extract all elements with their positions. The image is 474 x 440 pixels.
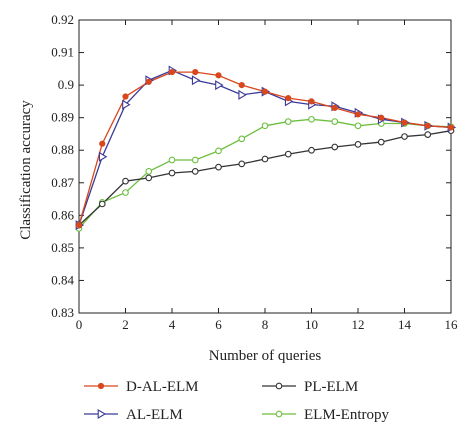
legend-marker	[275, 410, 283, 418]
y-tick-label: 0.84	[51, 272, 74, 287]
axes: 0 2 4 6 8 10 12 14 16 0.83 0.84 0.85 0.86 0.87 0.88 0.8…	[51, 12, 458, 332]
legend-item-d-al-elm: D-AL-ELM	[84, 379, 198, 395]
x-tick-label: 10	[305, 317, 318, 332]
data-point-pl-elm	[284, 150, 292, 158]
series-markers	[75, 65, 457, 232]
y-tick-label: 0.87	[51, 175, 74, 190]
y-tick-label: 0.92	[51, 12, 74, 27]
data-point-pl-elm	[308, 146, 315, 154]
y-axis-title: Classification accuracy	[18, 100, 34, 240]
data-point-elm-entropy	[354, 122, 362, 130]
x-tick-label: 6	[215, 317, 222, 332]
data-point-d-al-elm	[261, 88, 269, 95]
data-point-d-al-elm	[354, 111, 362, 118]
legend-item-pl-elm: PL-ELM	[262, 379, 358, 395]
data-point-pl-elm	[424, 131, 432, 138]
data-point-pl-elm	[377, 138, 385, 146]
x-tick-label: 2	[122, 317, 129, 332]
legend-label: PL-ELM	[304, 379, 358, 395]
data-point-elm-entropy	[284, 118, 292, 125]
data-point-pl-elm	[168, 169, 176, 177]
series-line-pl-elm	[78, 130, 452, 226]
x-tick-label: 4	[169, 317, 176, 332]
data-point-d-al-elm	[308, 98, 315, 105]
y-tick-label: 0.88	[51, 142, 74, 157]
x-axis-title: Number of queries	[209, 348, 322, 364]
legend-marker	[97, 409, 107, 419]
y-tick-label: 0.85	[51, 240, 74, 255]
data-point-pl-elm	[191, 168, 199, 175]
x-tick-label: 14	[398, 317, 412, 332]
legend-marker	[275, 382, 283, 390]
data-point-d-al-elm	[122, 93, 129, 100]
data-point-pl-elm	[215, 163, 222, 171]
data-point-d-al-elm	[145, 78, 152, 85]
plot-frame	[78, 19, 452, 314]
data-point-d-al-elm	[401, 119, 408, 126]
data-point-al-elm	[122, 99, 131, 110]
legend-label: ELM-Entropy	[304, 407, 389, 423]
data-point-al-elm	[238, 89, 247, 100]
data-point-d-al-elm	[75, 222, 83, 229]
data-point-pl-elm	[401, 133, 408, 140]
y-tick-label: 0.83	[51, 305, 74, 320]
data-point-d-al-elm	[285, 95, 292, 102]
data-point-d-al-elm	[238, 82, 245, 89]
data-point-pl-elm	[331, 143, 339, 151]
data-point-elm-entropy	[308, 115, 315, 123]
y-tick-label: 0.9	[58, 77, 74, 92]
data-point-elm-entropy	[191, 156, 199, 164]
data-point-d-al-elm	[378, 114, 385, 121]
x-tick-label: 8	[262, 317, 269, 332]
x-tick-label: 12	[352, 317, 365, 332]
x-tick-label: 0	[76, 317, 83, 332]
data-point-pl-elm	[238, 160, 246, 168]
data-point-pl-elm	[145, 174, 153, 182]
series-line-elm-entropy	[78, 118, 452, 229]
data-point-pl-elm	[98, 200, 106, 208]
data-point-d-al-elm	[424, 122, 431, 129]
data-point-pl-elm	[354, 141, 362, 148]
data-point-d-al-elm	[331, 104, 338, 112]
data-point-al-elm	[98, 151, 108, 162]
legend-label: D-AL-ELM	[126, 379, 198, 395]
data-point-elm-entropy	[215, 147, 222, 155]
legend-marker	[97, 382, 105, 390]
data-point-d-al-elm	[192, 68, 199, 76]
data-point-elm-entropy	[168, 156, 176, 164]
legend-item-elm-entropy: ELM-Entropy	[262, 407, 389, 423]
data-point-d-al-elm	[168, 68, 176, 76]
data-point-d-al-elm	[99, 140, 106, 147]
data-point-elm-entropy	[122, 189, 129, 196]
y-tick-label: 0.91	[51, 45, 74, 60]
data-point-d-al-elm	[447, 124, 455, 131]
legend: D-AL-ELM AL-ELM PL-ELM ELM-Entropy	[84, 379, 389, 423]
y-tick-label: 0.89	[51, 110, 74, 125]
x-tick-label: 16	[445, 317, 459, 332]
data-point-al-elm	[215, 80, 224, 91]
y-tick-label: 0.86	[51, 207, 74, 222]
data-point-elm-entropy	[145, 168, 153, 175]
legend-label: AL-ELM	[126, 407, 183, 423]
data-point-pl-elm	[122, 177, 129, 185]
data-point-al-elm	[191, 75, 201, 86]
data-point-pl-elm	[261, 155, 269, 163]
data-point-elm-entropy	[238, 135, 246, 143]
data-point-elm-entropy	[331, 118, 339, 125]
data-point-d-al-elm	[215, 72, 222, 79]
data-point-elm-entropy	[261, 122, 269, 130]
legend-item-al-elm: AL-ELM	[84, 407, 183, 423]
